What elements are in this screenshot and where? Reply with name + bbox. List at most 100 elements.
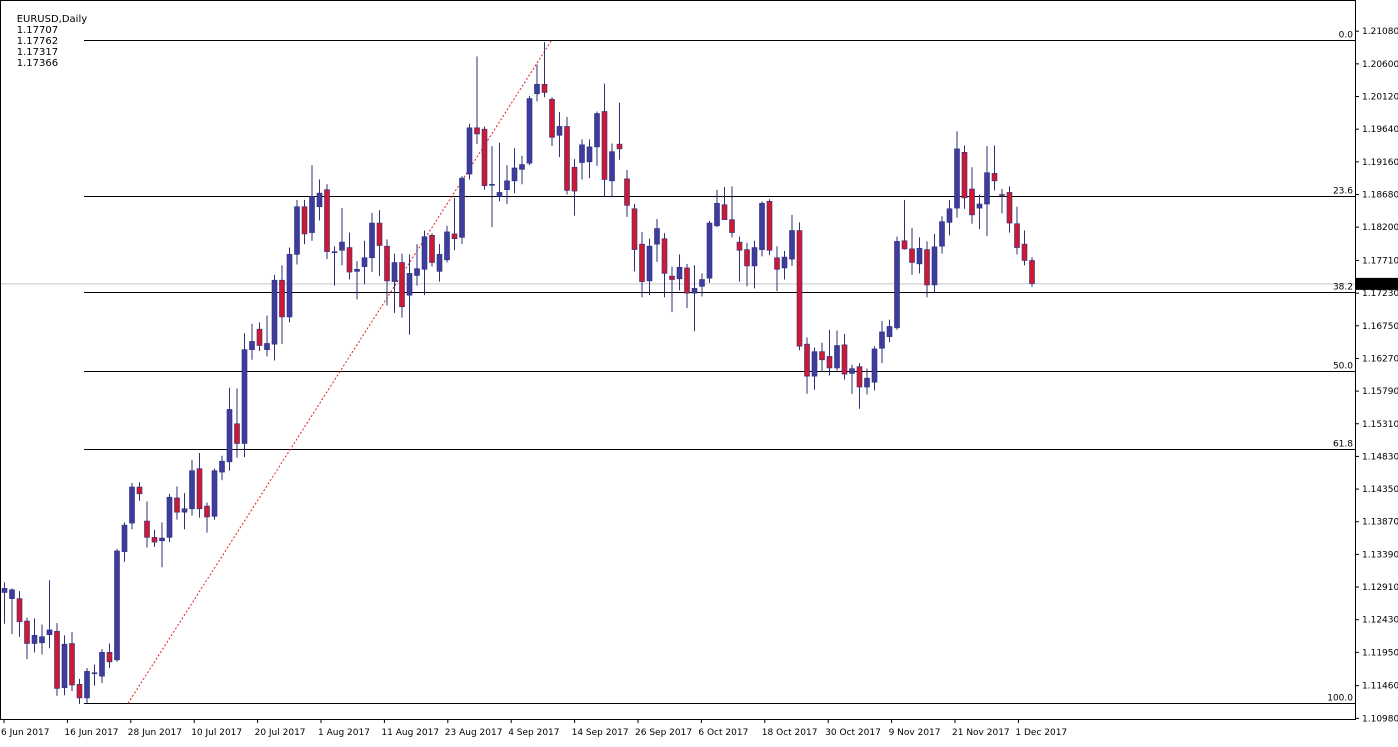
bear-candle-body xyxy=(826,356,833,369)
price-tick-label: 1.16270 xyxy=(1362,354,1398,364)
bear-candle-body xyxy=(541,83,548,93)
candle xyxy=(61,635,68,696)
candle xyxy=(361,240,368,285)
candle xyxy=(766,199,773,256)
candle xyxy=(346,232,353,280)
date-label: 4 Sep 2017 xyxy=(508,728,559,738)
candle xyxy=(834,330,840,371)
bear-candle-body xyxy=(429,235,435,263)
candle xyxy=(256,322,263,351)
chart-high: 1.17762 xyxy=(16,36,59,47)
candle xyxy=(691,265,698,332)
bull-candle-body xyxy=(436,254,443,272)
bear-candle-body xyxy=(639,243,645,282)
candle xyxy=(114,548,120,662)
date-label: 6 Oct 2017 xyxy=(698,728,748,738)
bull-candle-body xyxy=(556,126,563,136)
chart-close: 1.17366 xyxy=(16,58,59,69)
price-tick-label: 1.10980 xyxy=(1362,714,1398,724)
price-tick-label: 1.18680 xyxy=(1362,190,1398,200)
fibonacci-trend-line xyxy=(127,40,552,704)
bull-candle-body xyxy=(181,508,188,513)
bull-candle-body xyxy=(9,589,15,599)
date-label: 9 Nov 2017 xyxy=(889,728,941,738)
price-tick-label: 1.14830 xyxy=(1362,452,1398,462)
bull-candle-body xyxy=(594,113,600,148)
candle xyxy=(181,493,188,530)
bull-candle-body xyxy=(886,326,893,337)
bull-candle-body xyxy=(931,246,938,286)
bear-candle-body xyxy=(549,98,555,138)
bear-candle-body xyxy=(744,249,750,267)
bear-candle-body xyxy=(564,126,570,191)
candle xyxy=(1029,257,1035,288)
candle xyxy=(669,266,675,313)
bull-candle-body xyxy=(294,206,300,255)
price-tick-label: 1.11460 xyxy=(1362,682,1398,692)
bear-candle-body xyxy=(136,486,143,495)
bear-candle-body xyxy=(729,219,735,233)
bear-candle-body xyxy=(24,620,30,644)
bear-candle-body xyxy=(669,275,675,280)
bull-candle-body xyxy=(249,341,255,350)
candle xyxy=(571,159,578,216)
fibonacci-retracement[interactable]: 0.0 23.6 38.2 50.0 61.8 100.0 xyxy=(84,31,1355,704)
price-tick-label: 1.20120 xyxy=(1362,93,1398,103)
bear-candle-body xyxy=(1006,192,1013,224)
price-tick-label: 1.20600 xyxy=(1362,60,1398,70)
bear-candle-body xyxy=(474,127,480,135)
bull-candle-body xyxy=(391,262,398,282)
candle xyxy=(796,222,803,351)
bull-candle-body xyxy=(444,231,450,261)
bear-candle-body xyxy=(856,366,863,388)
bear-candle-body xyxy=(384,245,390,282)
candle xyxy=(1014,206,1020,255)
bull-candle-body xyxy=(534,83,540,95)
bull-candle-body xyxy=(751,247,758,267)
bull-candle-body xyxy=(699,279,705,287)
date-label: 1 Aug 2017 xyxy=(318,728,370,738)
price-tick-label: 1.17710 xyxy=(1362,256,1398,266)
candle xyxy=(999,189,1005,214)
candle xyxy=(384,239,390,306)
bear-candle-body xyxy=(571,166,578,192)
bear-candle-body xyxy=(624,178,630,206)
candle xyxy=(616,102,623,160)
bull-candle-body xyxy=(946,208,953,223)
candle xyxy=(316,179,323,221)
bear-candle-body xyxy=(234,423,240,444)
candle xyxy=(421,230,428,296)
candle xyxy=(991,145,998,191)
candle xyxy=(684,263,690,309)
candle xyxy=(39,624,45,655)
candle xyxy=(639,231,645,298)
candle xyxy=(279,265,285,345)
bull-candle-body xyxy=(811,351,818,377)
bull-candle-body xyxy=(714,203,720,227)
bull-candle-body xyxy=(369,222,375,259)
bull-candle-body xyxy=(31,635,38,644)
candle xyxy=(744,242,750,287)
bull-candle-body xyxy=(676,266,683,280)
chart-open: 1.17707 xyxy=(16,25,59,36)
date-label: 1 Dec 2017 xyxy=(1015,728,1067,738)
candle xyxy=(759,201,765,257)
bear-candle-body xyxy=(54,630,60,689)
candle xyxy=(174,486,180,520)
candle xyxy=(121,522,128,562)
candle xyxy=(579,139,585,180)
bull-candle-body xyxy=(331,251,338,253)
bear-candle-body xyxy=(766,200,773,251)
candle xyxy=(909,227,915,275)
candle xyxy=(864,368,870,395)
bull-candle-body xyxy=(759,203,765,250)
candle xyxy=(939,216,945,254)
candle xyxy=(984,146,990,236)
candle xyxy=(226,387,233,471)
bull-candle-body xyxy=(939,221,945,247)
fib-level-label: 38.2 xyxy=(1333,283,1353,293)
bull-candle-body xyxy=(166,496,173,538)
candle xyxy=(534,64,540,102)
